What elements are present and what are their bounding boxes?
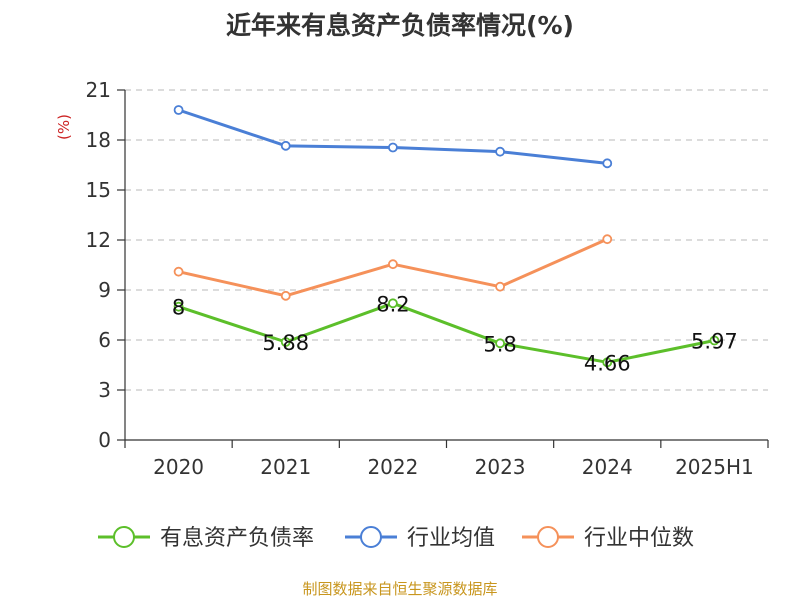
data-point — [173, 105, 184, 115]
legend-label: 有息资产负债率 — [160, 526, 314, 551]
data-label: 5.97 — [691, 330, 738, 354]
y-tick-labels: 0 3 6 9 12 15 18 21 — [86, 78, 111, 452]
data-point — [280, 337, 291, 347]
legend: 有息资产负债率 行业均值 行业中位数 — [98, 526, 694, 551]
y-tick-label: 0 — [98, 428, 111, 452]
legend-swatch-marker — [113, 526, 135, 548]
data-point — [388, 142, 398, 153]
x-tick-label: 2022 — [367, 455, 418, 479]
data-point — [173, 266, 184, 277]
grid-lines — [125, 89, 768, 391]
data-label: 8 — [172, 296, 185, 320]
axes — [117, 89, 769, 448]
y-tick-label: 18 — [86, 128, 111, 152]
legend-swatch-marker — [537, 526, 559, 548]
legend-swatch-marker — [360, 526, 382, 548]
x-tick-label: 2024 — [582, 455, 633, 479]
x-tick-label: 2025H1 — [675, 455, 754, 479]
data-label: 5.8 — [483, 332, 516, 356]
data-point — [280, 290, 291, 301]
data-label: 8.2 — [376, 292, 409, 316]
data-point — [709, 335, 720, 346]
chart-title: 近年来有息资产负债率情况(%) — [226, 11, 574, 40]
series-line-1 — [178, 108, 608, 165]
data-labels: 8 5.88 8.2 5.8 4.66 5.97 — [172, 292, 738, 375]
data-label: 4.66 — [584, 351, 631, 375]
data-label: 5.88 — [262, 331, 309, 355]
x-tick-label: 2021 — [260, 455, 311, 479]
data-point — [602, 234, 613, 245]
source-note: 制图数据来自恒生聚源数据库 — [302, 580, 498, 598]
series-lines — [173, 105, 720, 368]
data-point — [602, 357, 613, 368]
y-tick-label: 9 — [98, 278, 111, 302]
y-tick-label: 12 — [86, 228, 111, 252]
y-axis-label: (%) — [55, 114, 73, 140]
series-line-0 — [178, 301, 715, 364]
data-point — [602, 158, 613, 169]
x-tick-labels: 2020 2021 2022 2023 2024 2025H1 — [153, 455, 754, 479]
legend-label: 行业中位数 — [584, 526, 694, 551]
data-point — [280, 140, 291, 151]
data-point — [495, 338, 505, 349]
data-point — [388, 259, 398, 270]
y-tick-label: 21 — [86, 78, 111, 102]
x-tick-label: 2023 — [475, 455, 526, 479]
data-point — [495, 281, 505, 292]
y-tick-label: 3 — [98, 378, 111, 402]
x-tick-label: 2020 — [153, 455, 204, 479]
data-point — [388, 298, 398, 309]
y-tick-label: 6 — [98, 328, 111, 352]
data-point — [173, 301, 184, 312]
legend-label: 行业均值 — [407, 526, 495, 551]
y-tick-label: 15 — [86, 178, 111, 202]
data-point — [495, 146, 505, 157]
